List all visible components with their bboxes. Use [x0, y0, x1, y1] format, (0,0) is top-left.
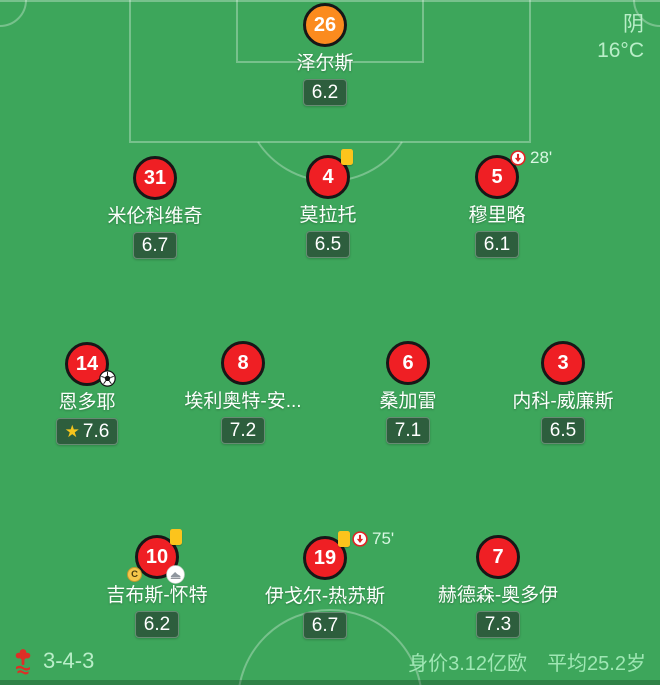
player-rating-value: 7.2 — [229, 419, 257, 441]
player[interactable]: 19 75' 伊戈尔-热苏斯 6.7 — [250, 530, 400, 639]
player-top-badges — [170, 529, 182, 545]
weather-widget: 阴 16°C — [597, 12, 644, 64]
player-name: 泽尔斯 — [296, 53, 354, 74]
player-rating-badge: 6.2 — [302, 79, 348, 106]
player[interactable]: 3 内科-威廉斯 6.5 — [488, 341, 638, 444]
player[interactable]: 4 莫拉托 6.5 — [253, 149, 403, 258]
player-top-badges — [341, 149, 353, 165]
formation-group: 3-4-3 — [14, 647, 94, 675]
weather-condition: 阴 — [623, 13, 644, 36]
player-name: 吉布斯-怀特 — [106, 585, 208, 606]
player-name: 恩多耶 — [58, 392, 116, 413]
player-top-badges: 75' — [338, 530, 394, 547]
player-top-badges: 28' — [510, 149, 552, 166]
player-rating-badge: 7.1 — [385, 417, 431, 444]
player-number-circle: 6 — [386, 341, 430, 385]
player-number: 26 — [313, 14, 337, 36]
player-name: 米伦科维奇 — [107, 206, 203, 227]
player[interactable]: 6 桑加雷 7.1 — [333, 341, 483, 444]
team-stats-group: 身价3.12亿欧 平均25.2岁 — [408, 647, 646, 676]
player-name: 莫拉托 — [299, 205, 357, 226]
player-rating-value: 6.2 — [311, 81, 339, 103]
player[interactable]: 31 米伦科维奇 6.7 — [80, 156, 230, 259]
player-number: 31 — [143, 167, 167, 189]
sub-off-minute: 75' — [372, 529, 395, 548]
player-name: 伊戈尔-热苏斯 — [264, 586, 386, 607]
player-name: 埃利奥特-安... — [184, 391, 302, 412]
player-rating-badge: ★ 7.6 — [55, 418, 119, 445]
formation-label: 3-4-3 — [43, 648, 95, 673]
player-number: 6 — [402, 352, 414, 374]
player[interactable]: 8 埃利奥特-安... 7.2 — [168, 341, 318, 444]
player-number: 7 — [492, 546, 504, 568]
player[interactable]: 10 C 吉布斯-怀特 6.2 — [82, 529, 232, 638]
player-number-circle: 7 — [476, 535, 520, 579]
player-number-circle: 3 — [541, 341, 585, 385]
player-rating-value: 7.6 — [82, 420, 110, 442]
player-rating-value: 6.7 — [311, 614, 339, 636]
market-value-label: 身价3.12亿欧 — [408, 652, 528, 675]
player-number-circle: 5 — [475, 155, 519, 199]
player-rating-badge: 7.3 — [475, 611, 521, 638]
player-number: 3 — [557, 352, 569, 374]
player-number: 10 — [145, 546, 169, 568]
weather-temperature: 16°C — [597, 39, 644, 62]
sub-off-icon — [510, 149, 526, 166]
player-rating-value: 6.7 — [141, 234, 169, 256]
player-rating-value: 6.1 — [483, 233, 511, 255]
star-icon: ★ — [64, 422, 80, 441]
goal-ball-icon — [99, 370, 116, 387]
player-number: 19 — [313, 547, 337, 569]
player-number: 5 — [491, 166, 503, 188]
player[interactable]: 5 28' 穆里略 6.1 — [422, 149, 572, 258]
goal-box — [236, 0, 424, 63]
player-rating-badge: 6.5 — [305, 231, 351, 258]
player-number-circle: 8 — [221, 341, 265, 385]
penalty-box — [129, 0, 531, 143]
yellow-card-icon — [170, 529, 182, 545]
player-rating-value: 6.2 — [143, 613, 171, 635]
yellow-card-icon — [338, 530, 350, 547]
player-number: 8 — [237, 352, 249, 374]
sub-off-icon — [352, 530, 368, 547]
player-name: 赫德森-奥多伊 — [437, 585, 559, 606]
player-name: 桑加雷 — [379, 391, 437, 412]
player-number-circle: 4 — [306, 155, 350, 199]
player-number-circle: 14 — [65, 342, 109, 386]
player-number: 4 — [322, 166, 334, 188]
corner-arc-right — [633, 0, 660, 27]
player-rating-badge: 7.2 — [220, 417, 266, 444]
yellow-card-icon — [341, 149, 353, 165]
player-rating-badge: 6.7 — [302, 612, 348, 639]
player-rating-badge: 6.7 — [132, 232, 178, 259]
player-number-circle: 31 — [133, 156, 177, 200]
player-rating-value: 7.3 — [484, 613, 512, 635]
player-rating-value: 6.5 — [549, 419, 577, 441]
assist-shoe-icon — [166, 565, 185, 584]
bottom-edge-divider — [0, 680, 660, 685]
player-rating-value: 7.1 — [394, 419, 422, 441]
team-logo-icon — [15, 649, 31, 675]
captain-badge-icon: C — [127, 567, 142, 582]
corner-arc-left — [0, 0, 27, 27]
player-rating-badge: 6.2 — [134, 611, 180, 638]
sub-off-minute: 28' — [530, 148, 553, 167]
player-rating-badge: 6.5 — [540, 417, 586, 444]
player-rating-value: 6.5 — [314, 233, 342, 255]
player-name: 内科-威廉斯 — [512, 391, 614, 412]
center-circle — [238, 609, 422, 685]
player[interactable]: 7 赫德森-奥多伊 7.3 — [423, 535, 573, 638]
player[interactable]: 26 泽尔斯 6.2 — [250, 3, 400, 106]
player[interactable]: 14 恩多耶 ★ 7.6 — [12, 342, 162, 445]
player-number-circle: 26 — [303, 3, 347, 47]
player-number: 14 — [75, 353, 99, 375]
average-age-label: 平均25.2岁 — [547, 652, 646, 675]
footer-bar: 3-4-3 身价3.12亿欧 平均25.2岁 — [0, 642, 660, 680]
player-name: 穆里略 — [468, 205, 526, 226]
player-rating-badge: 6.1 — [474, 231, 520, 258]
